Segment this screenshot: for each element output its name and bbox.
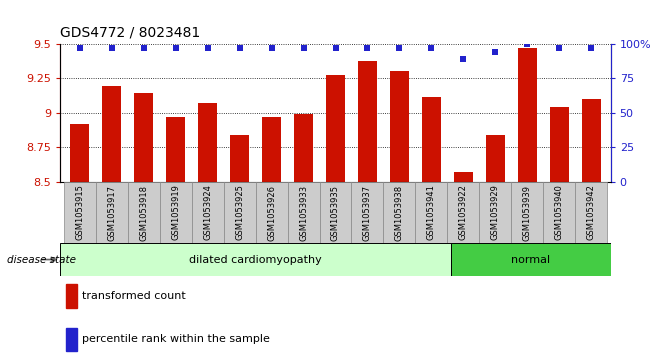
Bar: [70, 123, 89, 182]
Bar: [326, 75, 345, 182]
Text: dilated cardiomyopathy: dilated cardiomyopathy: [189, 254, 322, 265]
Bar: [191, 182, 223, 243]
Text: GSM1053933: GSM1053933: [299, 184, 308, 241]
Bar: [415, 182, 448, 243]
Text: GSM1053925: GSM1053925: [235, 184, 244, 240]
Point: [554, 45, 565, 50]
Bar: [160, 182, 191, 243]
Text: GSM1053935: GSM1053935: [331, 184, 340, 241]
Bar: [480, 182, 511, 243]
Text: GSM1053924: GSM1053924: [203, 184, 212, 240]
Bar: [223, 182, 256, 243]
Text: percentile rank within the sample: percentile rank within the sample: [83, 334, 270, 344]
Bar: [256, 182, 287, 243]
Bar: [166, 117, 185, 182]
Point: [458, 56, 469, 62]
Point: [170, 45, 181, 50]
Bar: [198, 103, 217, 182]
Bar: [230, 135, 249, 182]
Point: [362, 45, 373, 50]
Text: GDS4772 / 8023481: GDS4772 / 8023481: [60, 26, 201, 40]
Point: [298, 45, 309, 50]
Bar: [518, 48, 537, 182]
Point: [394, 45, 405, 50]
Bar: [582, 99, 601, 182]
Point: [266, 45, 277, 50]
Bar: [64, 182, 95, 243]
Bar: [422, 97, 441, 182]
Point: [74, 45, 85, 50]
Point: [426, 45, 437, 50]
Bar: [127, 182, 160, 243]
Point: [490, 49, 501, 55]
Text: GSM1053941: GSM1053941: [427, 184, 436, 240]
Bar: [134, 93, 153, 182]
Text: GSM1053942: GSM1053942: [587, 184, 596, 240]
Bar: [511, 182, 544, 243]
Bar: [390, 71, 409, 182]
Point: [234, 45, 245, 50]
Text: GSM1053922: GSM1053922: [459, 184, 468, 240]
Bar: [66, 328, 77, 351]
Bar: [454, 172, 473, 182]
Bar: [451, 243, 611, 276]
Bar: [544, 182, 576, 243]
Text: GSM1053939: GSM1053939: [523, 184, 532, 241]
Text: GSM1053915: GSM1053915: [75, 184, 84, 240]
Bar: [576, 182, 607, 243]
Text: GSM1053919: GSM1053919: [171, 184, 180, 240]
Text: transformed count: transformed count: [83, 291, 186, 301]
Text: GSM1053937: GSM1053937: [363, 184, 372, 241]
Text: GSM1053917: GSM1053917: [107, 184, 116, 241]
Text: GSM1053940: GSM1053940: [555, 184, 564, 240]
Bar: [66, 284, 77, 307]
Text: disease state: disease state: [7, 254, 76, 265]
Bar: [352, 182, 384, 243]
Point: [138, 45, 149, 50]
Point: [202, 45, 213, 50]
Bar: [294, 114, 313, 182]
Bar: [102, 86, 121, 182]
Point: [106, 45, 117, 50]
Bar: [448, 182, 480, 243]
Point: [522, 41, 533, 46]
Bar: [550, 107, 569, 182]
Point: [586, 45, 597, 50]
Bar: [319, 182, 352, 243]
Bar: [358, 61, 377, 182]
Point: [330, 45, 341, 50]
Text: GSM1053926: GSM1053926: [267, 184, 276, 241]
Bar: [60, 243, 451, 276]
Bar: [486, 135, 505, 182]
Bar: [95, 182, 127, 243]
Text: GSM1053929: GSM1053929: [491, 184, 500, 240]
Text: normal: normal: [511, 254, 550, 265]
Bar: [384, 182, 415, 243]
Bar: [262, 117, 281, 182]
Bar: [287, 182, 319, 243]
Text: GSM1053938: GSM1053938: [395, 184, 404, 241]
Text: GSM1053918: GSM1053918: [139, 184, 148, 241]
